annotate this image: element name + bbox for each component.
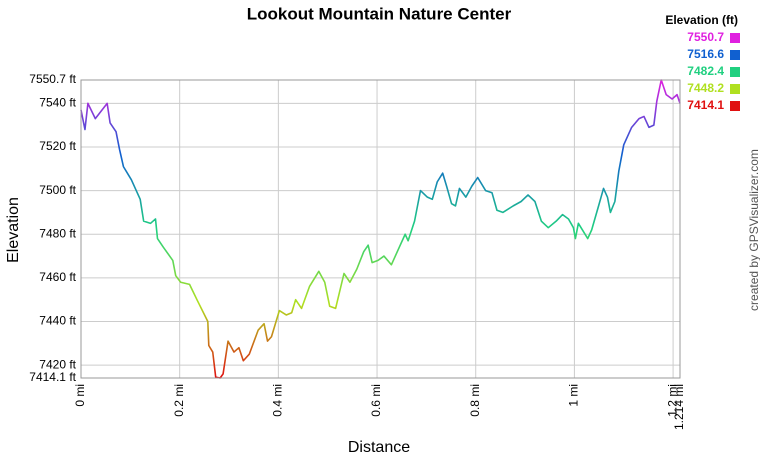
x-tick-label: 1 mi xyxy=(567,384,581,407)
x-tick-label: 1.214 mi xyxy=(672,384,686,430)
y-tick-label: 7414.1 ft xyxy=(29,370,76,384)
y-tick-label: 7480 ft xyxy=(39,226,76,240)
legend-swatch xyxy=(730,101,740,111)
y-tick-label: 7540 ft xyxy=(39,96,76,110)
x-tick-label: 0.8 mi xyxy=(468,384,482,417)
y-tick-label: 7520 ft xyxy=(39,139,76,153)
legend-swatch xyxy=(730,33,740,43)
y-tick-label: 7460 ft xyxy=(39,270,76,284)
elevation-line xyxy=(80,79,681,379)
legend-swatch xyxy=(730,67,740,77)
x-tick-label: 0.2 mi xyxy=(172,384,186,417)
y-axis-title: Elevation xyxy=(5,197,22,263)
legend-label: 7550.7 xyxy=(687,30,724,44)
legend-swatch xyxy=(730,50,740,60)
x-axis-title: Distance xyxy=(348,439,410,456)
chart-title: Lookout Mountain Nature Center xyxy=(247,4,512,23)
x-tick-label: 1.2 mi xyxy=(665,384,679,417)
y-tick-label: 7420 ft xyxy=(39,357,76,371)
plot-border xyxy=(80,79,681,379)
x-tick-label: 0 mi xyxy=(73,384,87,407)
legend-title: Elevation (ft) xyxy=(665,13,738,27)
credit: created by GPSVisualizer.com xyxy=(747,149,760,311)
legend-label: 7414.1 xyxy=(687,98,724,112)
y-tick-label: 7500 ft xyxy=(39,183,76,197)
legend-label: 7482.4 xyxy=(687,64,724,78)
y-tick-label: 7440 ft xyxy=(39,314,76,328)
legend-label: 7448.2 xyxy=(687,81,724,95)
x-tick-label: 0.6 mi xyxy=(369,384,383,417)
y-tick-label: 7550.7 ft xyxy=(29,72,76,86)
legend-swatch xyxy=(730,84,740,94)
x-tick-label: 0.4 mi xyxy=(271,384,285,417)
legend-label: 7516.6 xyxy=(687,47,724,61)
